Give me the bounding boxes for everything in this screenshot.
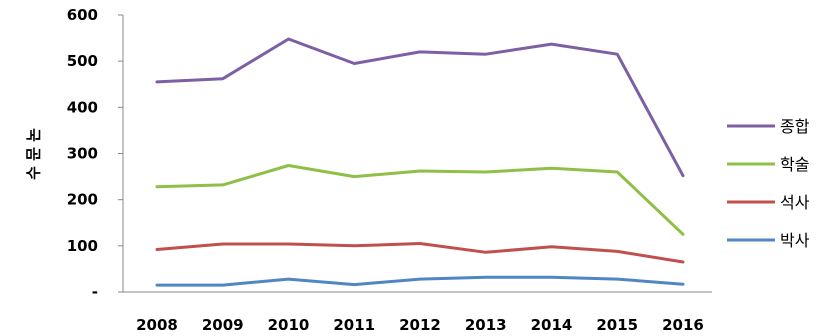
x-tick-label: 2014 xyxy=(531,316,573,334)
y-tick-label: 400 xyxy=(67,98,98,116)
legend-label: 종합 xyxy=(780,117,810,136)
x-tick-label: 2015 xyxy=(596,316,638,334)
chart-axes: - 100 200 300 400 500 600 2008 2009 2010 2011 2012 2… xyxy=(67,6,712,334)
x-tick-label: 2010 xyxy=(268,316,310,334)
y-tick-label: 500 xyxy=(67,52,98,70)
series-line-종합 xyxy=(155,37,685,178)
y-axis-label: 논문수 xyxy=(25,128,43,180)
y-tick-label: 300 xyxy=(67,145,98,163)
y-axis-label-char: 논 xyxy=(25,128,43,142)
x-tick-label: 2016 xyxy=(662,316,704,334)
legend-label: 석사 xyxy=(780,193,810,212)
y-tick-label: 200 xyxy=(67,191,98,209)
y-axis-label-char: 수 xyxy=(25,166,43,180)
series-line-학술 xyxy=(155,164,685,236)
legend-label: 박사 xyxy=(780,231,810,250)
y-tick-label: 100 xyxy=(67,237,98,255)
y-tick-label: 600 xyxy=(67,6,98,24)
y-tick-label: - xyxy=(92,283,98,301)
x-tick-label: 2012 xyxy=(399,316,441,334)
series-lines xyxy=(155,37,685,287)
x-tick-label: 2009 xyxy=(202,316,244,334)
legend-label: 학술 xyxy=(780,155,809,174)
series-line-석사 xyxy=(155,242,685,264)
y-axis-label-char: 문 xyxy=(25,147,43,161)
x-tick-label: 2013 xyxy=(465,316,507,334)
x-tick-label: 2008 xyxy=(136,316,178,334)
series-line-박사 xyxy=(155,275,685,287)
x-tick-label: 2011 xyxy=(333,316,375,334)
